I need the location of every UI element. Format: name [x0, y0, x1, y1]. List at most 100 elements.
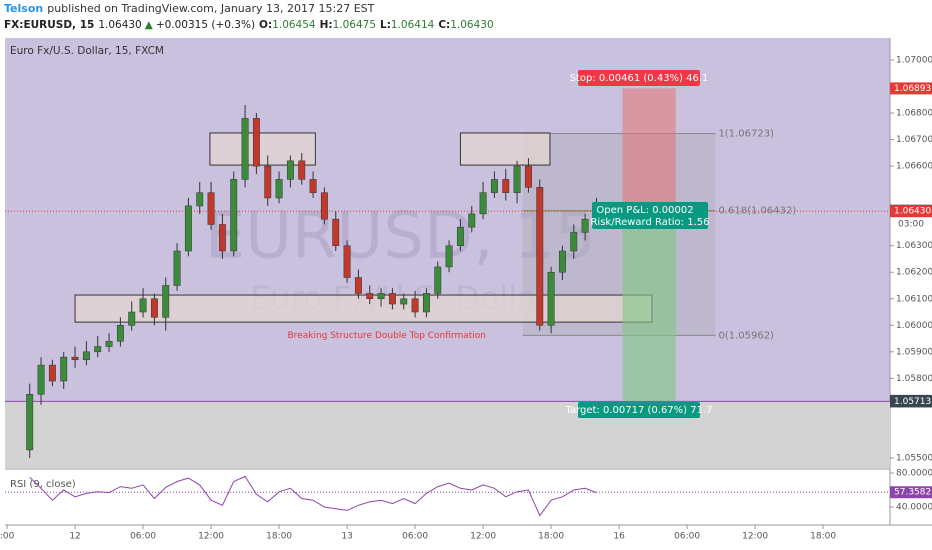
x-tick-label: 12: [69, 532, 80, 542]
candle-body: [434, 266, 442, 294]
pl-label-bg: [592, 202, 708, 229]
candle-body: [513, 165, 521, 193]
candle-body: [196, 192, 204, 207]
candle-body: [377, 293, 385, 300]
price-flag: [890, 82, 932, 95]
candle-body: [581, 218, 589, 233]
candle-body: [309, 179, 317, 193]
zone: [209, 132, 316, 166]
x-tick-label: 06:00: [402, 532, 428, 542]
candle-body: [218, 224, 226, 252]
x-tick-label: 06:00: [674, 532, 700, 542]
annotation: Breaking Structure Double Top Confirmati…: [288, 331, 486, 341]
candle-body: [275, 179, 283, 199]
y-tick-label: 1.06300: [896, 241, 932, 251]
lower-zone: [5, 401, 890, 468]
y-tick-label: 1.06800: [896, 109, 932, 119]
x-tick-label: 18:00: [810, 532, 836, 542]
l-label: L:: [380, 19, 391, 31]
candle-body: [479, 192, 487, 215]
x-tick-label: 12:00: [470, 532, 496, 542]
candle-body: [94, 346, 102, 353]
pl-label: Open P&L: 0.00002: [596, 205, 693, 216]
rsi-title: RSI (9, close): [10, 479, 76, 490]
candle-body: [456, 226, 464, 246]
rsi-tick-label: 80.0000: [896, 468, 932, 478]
c-label: C:: [438, 19, 450, 31]
x-tick-label: 16: [613, 532, 625, 542]
author: Telson: [4, 2, 43, 15]
published: published on TradingView.com, January 13…: [47, 2, 374, 15]
l: 1.06414: [391, 19, 435, 31]
y-tick-label: 1.05500: [896, 453, 932, 463]
x-tick-label: 13: [341, 532, 352, 542]
chart-title: Euro Fx/U.S. Dollar, 15, FXCM: [10, 45, 164, 57]
candle-body: [82, 351, 90, 361]
candle-body: [207, 192, 215, 225]
stop-label: Stop: 0.00461 (0.43%) 46.1: [570, 73, 709, 84]
candle-body: [116, 325, 124, 342]
last: 1.06430: [98, 19, 141, 31]
candle-body: [139, 298, 147, 313]
x-tick-label: 12:00: [198, 532, 224, 542]
candle-body: [400, 298, 408, 305]
y-tick-label: 1.06200: [896, 268, 932, 278]
candle-body: [150, 298, 158, 318]
candle-body: [366, 293, 374, 300]
candle-body: [128, 311, 136, 326]
candle-body: [558, 250, 566, 273]
candle-body: [286, 160, 294, 180]
h: 1.06475: [333, 19, 376, 31]
zone: [459, 132, 551, 166]
x-tick-label: 18:00: [538, 532, 564, 542]
h-label: H:: [320, 19, 333, 31]
candle-body: [230, 179, 238, 252]
candle-body: [298, 160, 306, 180]
candle-body: [332, 218, 340, 246]
candle-body: [422, 293, 430, 313]
price-flag-sub: 03:00: [898, 220, 924, 230]
c: 1.06430: [450, 19, 493, 31]
candle-body: [490, 179, 498, 193]
y-tick-label: 1.06600: [896, 162, 932, 172]
price-flag: [890, 395, 932, 408]
x-tick-label: 12:00: [742, 532, 768, 542]
stop-label-bg: [578, 70, 700, 86]
candle-body: [48, 364, 56, 382]
candle-body: [241, 118, 249, 180]
candle-body: [547, 271, 555, 326]
candle-body: [252, 118, 260, 167]
target-label-bg: [578, 402, 700, 418]
candle-body: [343, 245, 351, 278]
candle-body: [162, 285, 170, 318]
candle-body: [445, 245, 453, 268]
fib-label: 0(1.05962): [718, 330, 774, 341]
candle-body: [264, 165, 272, 199]
candle-body: [388, 293, 396, 305]
x-tick-label: :00: [0, 532, 15, 542]
y-tick-label: 1.07000: [896, 56, 932, 66]
y-tick-label: 1.05800: [896, 374, 932, 384]
rsi-flag-label: 57.3582: [894, 488, 931, 498]
header-line: Telson published on TradingView.com, Janu…: [4, 2, 375, 15]
y-tick-label: 1.05900: [896, 347, 932, 357]
price-flag: [890, 205, 932, 218]
candle-body: [354, 277, 362, 294]
fib-label: 1(1.06723): [718, 128, 774, 139]
candle-body: [570, 232, 578, 252]
x-tick-label: 18:00: [266, 532, 292, 542]
price-flag-label: 1.06893: [894, 84, 931, 94]
stop-area: [622, 88, 676, 211]
price-flag-label: 1.06430: [894, 207, 931, 217]
rsi-flag: [890, 486, 932, 499]
x-tick-label: 06:00: [130, 532, 156, 542]
target-area: [622, 210, 676, 401]
zone: [74, 294, 653, 323]
symbol: FX:EURUSD, 15: [4, 19, 94, 31]
watermark: EURUSD, 15: [205, 200, 596, 274]
candle-body: [60, 356, 68, 382]
arrow: ▲: [145, 19, 154, 31]
rsi-line: [29, 475, 597, 517]
candle-body: [26, 394, 34, 451]
